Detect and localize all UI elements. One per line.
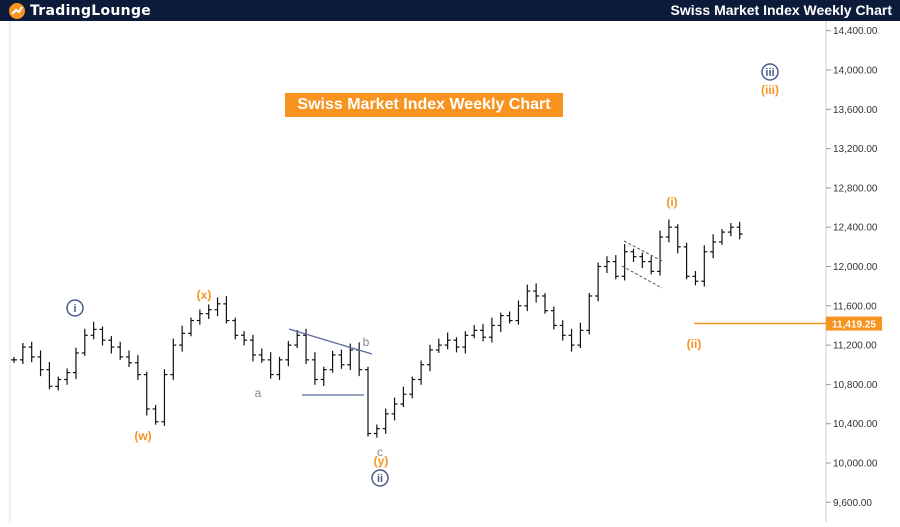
y-tick-label: 13,200.00 [833,144,878,155]
wave-label-ii-circle [371,469,389,487]
y-tick-label: 14,000.00 [833,66,878,77]
wave-label-i: (i) [666,195,677,209]
y-tick-label: 14,400.00 [833,26,878,37]
wave-label-a: a [255,386,262,400]
y-tick-label: 12,400.00 [833,223,878,234]
top-header-bar: TradingLounge Swiss Market Index Weekly … [0,0,900,21]
y-tick-label: 13,600.00 [833,105,878,116]
wave-label-y: (y) [374,454,389,468]
y-tick-label: 9,600.00 [833,498,872,509]
wave-label-iii: (iii) [761,83,779,97]
wave-label-i: i [73,303,76,315]
wave-label-iii-circle [761,63,779,81]
brand-logo[interactable]: TradingLounge [8,1,151,20]
y-tick-label: 10,400.00 [833,419,878,430]
brand-name: TradingLounge [30,2,152,19]
y-tick-label: 10,800.00 [833,380,878,391]
wave-label-iii: iii [765,67,774,79]
wave-label-i-circle [66,299,84,317]
y-tick-label: 11,200.00 [833,341,877,352]
wave-label-ii: (ii) [687,337,702,351]
current-price-badge [826,316,882,331]
y-tick-label: 11,600.00 [833,301,877,312]
wave-label-x: (x) [197,288,212,302]
flag-upper-dashed-line [623,240,665,263]
y-tick-label: 12,800.00 [833,183,878,194]
chart-frame: 14,400.00 14,000.00 13,600.00 13,200.00 12,8… [0,21,900,522]
price-chart: 14,400.00 14,000.00 13,600.00 13,200.00 12,8… [9,21,882,522]
y-tick-label: 10,000.00 [833,459,878,470]
header-title: Swiss Market Index Weekly Chart [670,2,893,18]
wave-label-w: (w) [134,429,151,443]
chart-title-banner: Swiss Market Index Weekly Chart [285,93,563,117]
tradinglounge-logo-icon [9,2,25,19]
chart-title: Swiss Market Index Weekly Chart [297,96,551,113]
wave-label-ii: ii [377,473,383,485]
triangle-upper-line [288,328,373,355]
flag-lower-dashed-line [621,265,663,289]
wave-label-c: c [377,445,383,459]
y-tick-label: 12,000.00 [833,262,878,273]
wave-label-b: b [363,335,370,349]
current-price-label: 11,419.25 [832,320,876,331]
